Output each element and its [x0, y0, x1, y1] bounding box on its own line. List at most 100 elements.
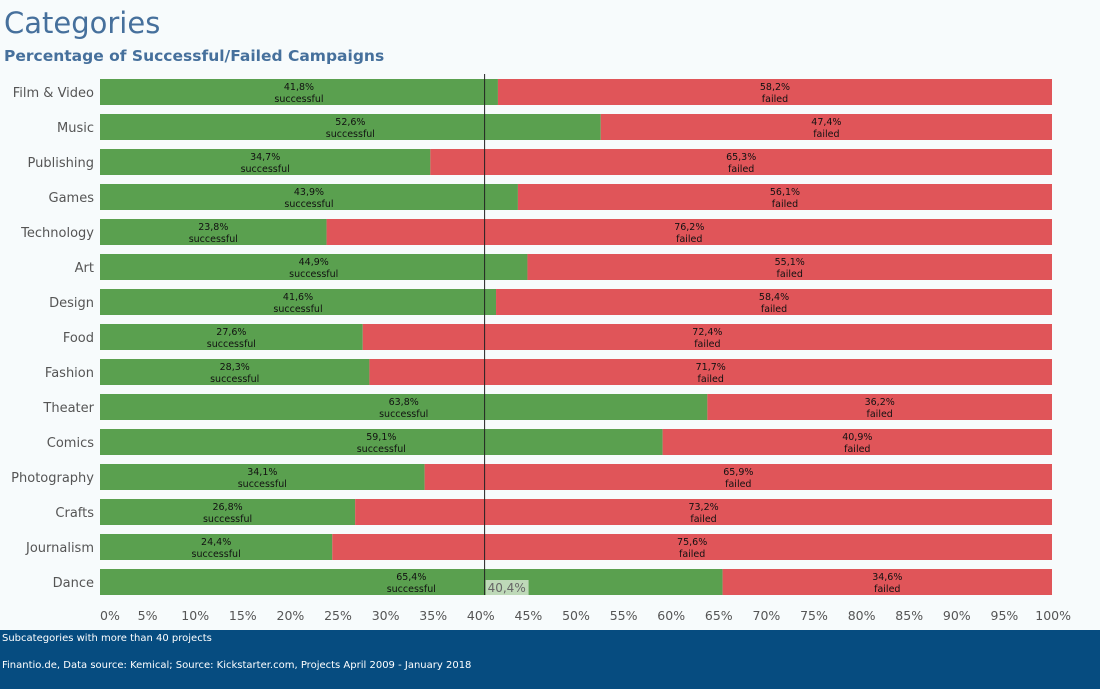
data-label-failed-value: 36,2%: [865, 397, 895, 408]
data-label-successful-value: 34,7%: [250, 152, 280, 163]
data-label-successful-value: 34,1%: [247, 467, 277, 478]
category-label: Fashion: [45, 366, 94, 381]
data-label-successful-name: successful: [284, 199, 333, 210]
data-label-successful-value: 26,8%: [212, 502, 242, 513]
data-label-failed-value: 34,6%: [872, 572, 902, 583]
data-label-successful-value: 41,8%: [284, 82, 314, 93]
x-tick-label: 100%: [1035, 608, 1071, 623]
data-label-failed-name: failed: [844, 444, 870, 455]
x-tick-label: 10%: [181, 608, 209, 623]
data-label-successful-name: successful: [289, 269, 338, 280]
x-tick-label: 45%: [515, 608, 543, 623]
data-label-successful-value: 41,6%: [283, 292, 313, 303]
category-label: Music: [57, 121, 94, 136]
data-label-failed-name: failed: [679, 549, 705, 560]
bar-failed: [362, 324, 1052, 350]
reference-line-label: 40,4%: [488, 581, 526, 595]
category-label: Dance: [53, 576, 94, 591]
bar-successful: [100, 394, 708, 420]
bars: 41,8%successful58,2%failed52,6%successfu…: [100, 79, 1053, 595]
category-label: Film & Video: [13, 86, 94, 101]
x-tick-label: 30%: [372, 608, 400, 623]
bar-failed: [430, 149, 1052, 175]
data-label-successful-name: successful: [203, 514, 252, 525]
bar-successful: [100, 254, 528, 280]
x-tick-label: 0%: [100, 608, 120, 623]
category-label: Food: [63, 331, 94, 346]
bar-successful: [100, 569, 723, 595]
data-label-failed-value: 71,7%: [696, 362, 726, 373]
bar-successful: [100, 359, 370, 385]
data-label-successful-name: successful: [192, 549, 241, 560]
chart-subtitle: Percentage of Successful/Failed Campaign…: [4, 47, 385, 65]
x-tick-label: 5%: [138, 608, 158, 623]
data-label-failed-value: 76,2%: [674, 222, 704, 233]
data-label-failed-name: failed: [728, 164, 754, 175]
bar-failed: [600, 114, 1052, 140]
bar-successful: [100, 534, 333, 560]
data-label-failed-name: failed: [676, 234, 702, 245]
data-label-failed-value: 47,4%: [811, 117, 841, 128]
reference-label-background: [485, 580, 529, 595]
category-label: Games: [49, 191, 95, 206]
data-label-failed-name: failed: [874, 584, 900, 595]
bar-successful: [100, 464, 425, 490]
data-label-successful-value: 28,3%: [220, 362, 250, 373]
bar-successful: [100, 149, 431, 175]
x-tick-label: 25%: [324, 608, 352, 623]
x-tick-label: 90%: [943, 608, 971, 623]
bar-failed: [722, 569, 1052, 595]
category-label: Comics: [47, 436, 94, 451]
x-tick-label: 20%: [277, 608, 305, 623]
data-label-successful-value: 24,4%: [201, 537, 231, 548]
footer-source: Finantio.de, Data source: Kemical; Sourc…: [2, 660, 472, 671]
data-label-failed-value: 65,3%: [726, 152, 756, 163]
bar-successful: [100, 184, 518, 210]
chart-title: Categories: [4, 6, 161, 40]
bar-failed: [497, 79, 1052, 105]
data-label-successful-value: 44,9%: [299, 257, 329, 268]
x-tick-label: 55%: [610, 608, 638, 623]
bar-failed: [517, 184, 1052, 210]
data-label-successful-value: 23,8%: [198, 222, 228, 233]
data-label-failed-name: failed: [813, 129, 839, 140]
data-label-successful-name: successful: [273, 304, 322, 315]
category-label: Publishing: [28, 156, 94, 171]
data-label-successful-name: successful: [238, 479, 287, 490]
bar-successful: [100, 324, 363, 350]
data-label-successful-value: 43,9%: [294, 187, 324, 198]
x-tick-label: 95%: [991, 608, 1019, 623]
bar-successful: [100, 219, 327, 245]
footer: Subcategories with more than 40 projects…: [0, 630, 1100, 689]
data-label-failed-value: 56,1%: [770, 187, 800, 198]
bar-successful: [100, 499, 356, 525]
bar-successful: [100, 289, 497, 315]
bar-failed: [332, 534, 1053, 560]
data-label-successful-name: successful: [210, 374, 259, 385]
footer-note: Subcategories with more than 40 projects: [2, 633, 212, 644]
category-label: Technology: [20, 226, 94, 241]
data-label-successful-value: 65,4%: [396, 572, 426, 583]
data-label-failed-value: 65,9%: [723, 467, 753, 478]
category-label: Theater: [42, 401, 94, 416]
bar-failed: [707, 394, 1052, 420]
data-label-failed-value: 73,2%: [688, 502, 718, 513]
category-label: Design: [49, 296, 94, 311]
x-tick-label: 70%: [753, 608, 781, 623]
bar-failed: [326, 219, 1052, 245]
data-label-successful-name: successful: [241, 164, 290, 175]
data-label-failed-name: failed: [690, 514, 716, 525]
data-label-failed-name: failed: [761, 304, 787, 315]
data-label-failed-name: failed: [698, 374, 724, 385]
bar-failed: [527, 254, 1052, 280]
data-label-failed-name: failed: [694, 339, 720, 350]
x-tick-label: 15%: [229, 608, 257, 623]
x-tick-label: 60%: [657, 608, 685, 623]
bar-failed: [355, 499, 1052, 525]
bar-failed: [369, 359, 1052, 385]
data-label-failed-name: failed: [725, 479, 751, 490]
data-label-successful-name: successful: [357, 444, 406, 455]
data-label-failed-name: failed: [762, 94, 788, 105]
data-label-failed-value: 58,2%: [760, 82, 790, 93]
data-label-failed-value: 58,4%: [759, 292, 789, 303]
